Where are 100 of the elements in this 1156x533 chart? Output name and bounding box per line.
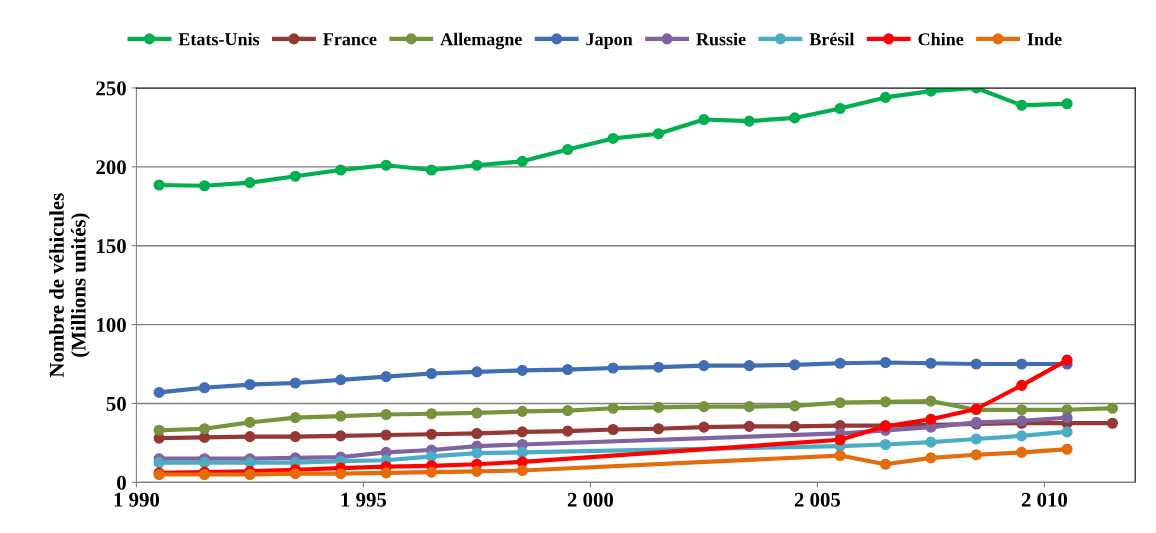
point [153, 386, 165, 398]
point [471, 427, 483, 440]
point [743, 420, 755, 432]
point [1061, 98, 1073, 110]
point [335, 374, 347, 386]
point [652, 401, 665, 413]
point [1061, 354, 1073, 366]
point [153, 179, 165, 191]
point [925, 357, 937, 369]
point [879, 396, 892, 408]
point [244, 431, 256, 443]
x-tick-label: 1 995 [341, 492, 387, 507]
point [289, 377, 301, 389]
point [516, 155, 528, 167]
point [153, 424, 165, 436]
legend-label: Brésil [809, 32, 855, 46]
y-axis-title: Nombre de véhicules (Millions unités) [49, 193, 90, 378]
point [879, 438, 892, 451]
point [198, 423, 211, 435]
point [562, 405, 574, 417]
point [425, 408, 438, 420]
point [244, 378, 256, 391]
legend-label: Chine [918, 32, 964, 46]
point [834, 434, 846, 446]
point [1016, 99, 1028, 111]
point [516, 446, 528, 458]
legend-label: Russie [696, 32, 746, 46]
x-tick-label: 1 990 [114, 492, 160, 507]
point [289, 412, 301, 424]
point [562, 143, 574, 156]
point [789, 420, 801, 432]
point [607, 423, 619, 436]
point [471, 447, 483, 459]
point [698, 421, 710, 433]
point [335, 430, 347, 442]
point [562, 425, 574, 437]
point [516, 405, 528, 417]
point [153, 457, 165, 469]
point [834, 397, 846, 409]
point [244, 177, 256, 189]
point [1016, 430, 1028, 442]
point [834, 357, 846, 369]
point [198, 457, 211, 469]
point [1061, 412, 1073, 424]
point [925, 395, 937, 407]
point [471, 159, 483, 171]
point [970, 358, 982, 370]
point [425, 164, 438, 176]
point [925, 452, 937, 464]
point [1016, 379, 1028, 391]
point [380, 467, 392, 479]
point [970, 433, 982, 445]
point [607, 402, 619, 414]
point [1106, 402, 1119, 414]
point [380, 408, 392, 421]
point [834, 102, 846, 115]
point [698, 113, 710, 126]
point [471, 366, 483, 378]
point [652, 423, 665, 435]
legend-label: Etats-Unis [178, 32, 260, 46]
point [198, 382, 211, 394]
y-tick-label: 0 [117, 475, 126, 490]
point [562, 364, 574, 376]
point [925, 87, 937, 97]
point [879, 356, 892, 369]
point [879, 458, 892, 470]
point [607, 362, 619, 374]
point [743, 360, 755, 372]
point [1016, 404, 1028, 416]
point [1016, 358, 1028, 370]
point [380, 429, 392, 441]
legend-label: Japon [586, 33, 633, 50]
point [335, 164, 347, 176]
point [471, 465, 483, 477]
x-tick-label: 2 010 [1021, 492, 1068, 507]
point [607, 132, 619, 144]
point [652, 128, 665, 140]
point [970, 449, 982, 461]
point [1061, 443, 1073, 455]
point [834, 449, 846, 462]
point [698, 360, 710, 372]
legend-label: Inde [1027, 32, 1062, 46]
point [1016, 446, 1028, 458]
point [335, 410, 347, 422]
point [289, 468, 301, 480]
legend-label: France [323, 33, 377, 46]
y-tick-label: 100 [97, 317, 126, 333]
point [925, 436, 937, 448]
point [743, 115, 755, 127]
point [516, 464, 528, 477]
point [789, 400, 801, 412]
point [789, 359, 801, 371]
point [516, 426, 528, 438]
point [380, 159, 392, 171]
point [471, 407, 483, 419]
point [652, 361, 665, 373]
y-tick-label: 200 [96, 160, 126, 175]
point [425, 428, 438, 440]
point [289, 431, 301, 443]
point [698, 401, 710, 413]
